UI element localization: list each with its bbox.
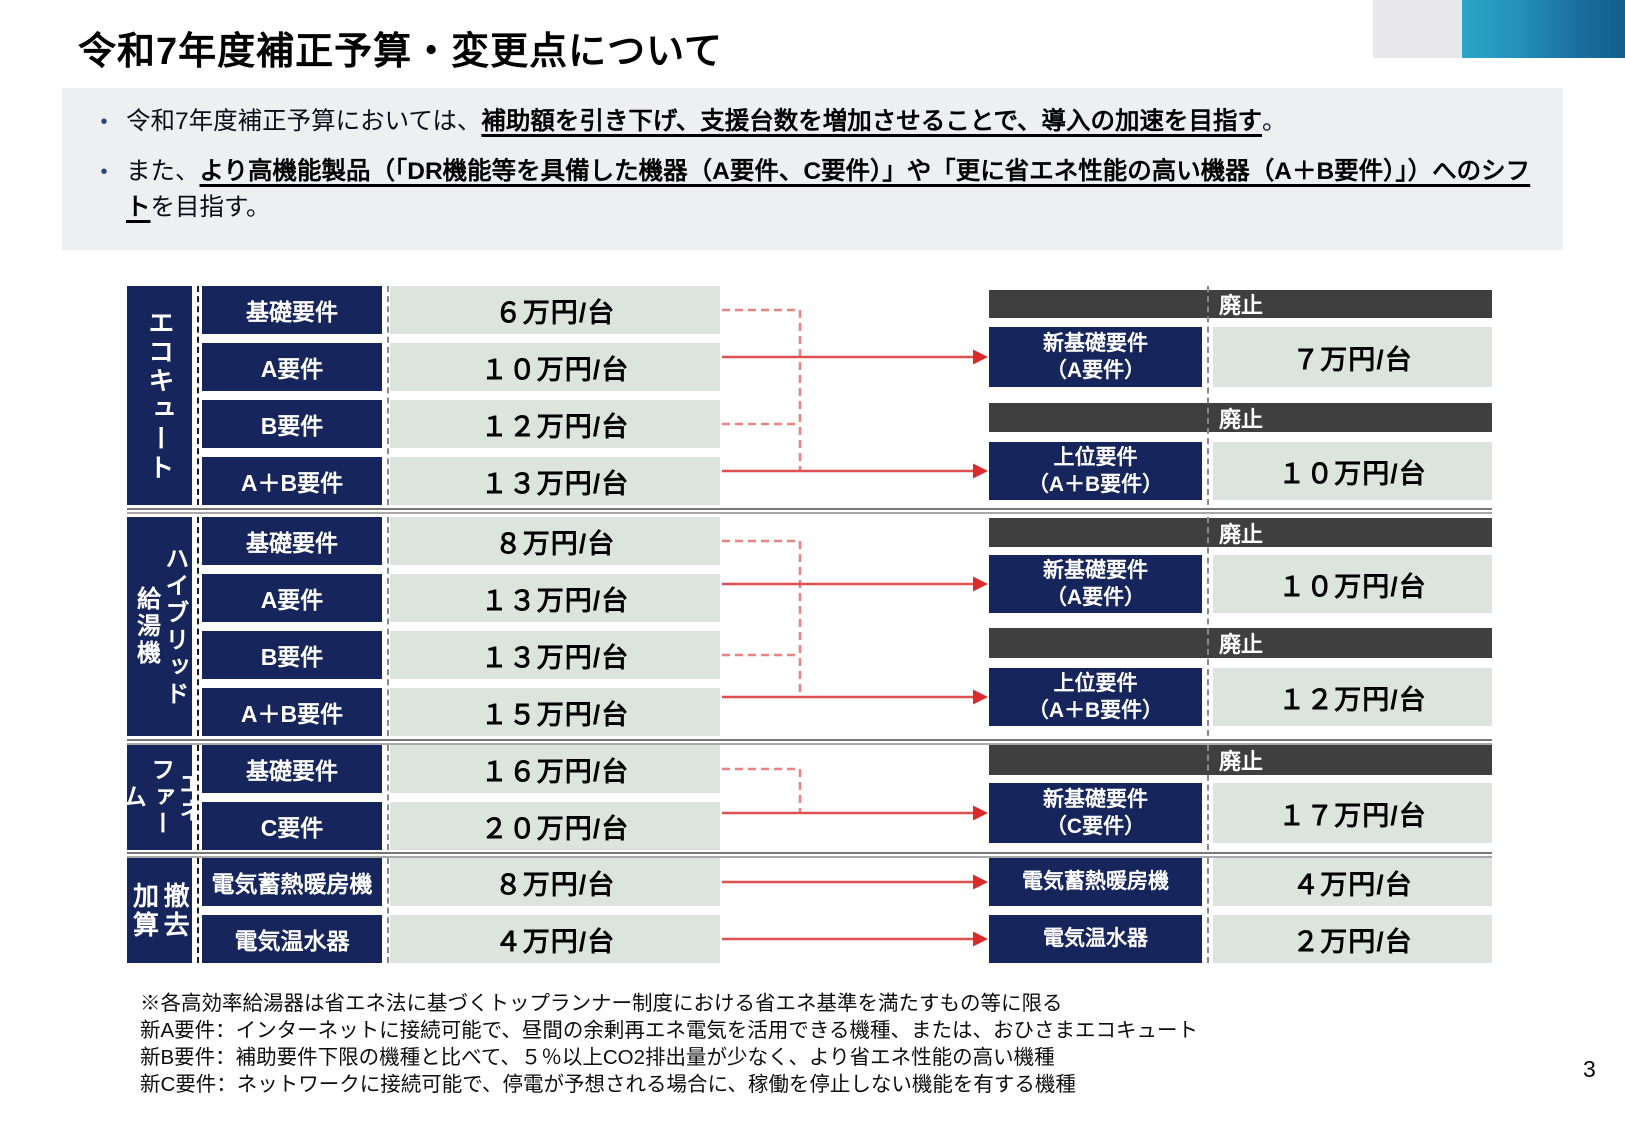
abolished-bar: 廃止 bbox=[989, 745, 1492, 775]
abolished-bar: 廃止 bbox=[989, 290, 1492, 318]
dashed-separator bbox=[197, 858, 199, 963]
section-divider bbox=[127, 852, 1492, 858]
subsidy-amount-cell: ６万円/台 bbox=[390, 286, 720, 334]
comparison-board: エコキュート 基礎要件 ６万円/台 A要件 １０万円/台 B要件 １２万円/台 A＋B要件 １３… bbox=[118, 286, 1492, 963]
emphasized-text: 補助額を引き下げ、支援台数を増加させることで、導入の加速を目指す bbox=[481, 108, 1262, 135]
requirement-cell: B要件 bbox=[202, 631, 382, 679]
dashed-separator bbox=[197, 517, 199, 736]
dashed-separator bbox=[387, 858, 389, 963]
new-requirement-cell: 電気蓄熱暖房機 bbox=[989, 858, 1202, 906]
footnote-line: 新A要件：インターネットに接続可能で、昼間の余剰再エネ電気を活用できる機種、また… bbox=[140, 1019, 1198, 1042]
subsidy-amount-cell: １０万円/台 bbox=[390, 343, 720, 391]
dashed-separator bbox=[1207, 745, 1209, 850]
footnotes: ※各高効率給湯器は省エネ法に基づくトップランナー制度における省エネ基準を満たすも… bbox=[140, 990, 1198, 1098]
requirement-cell: C要件 bbox=[202, 802, 382, 850]
new-requirement-cell: 新基礎要件 （C要件） bbox=[989, 783, 1202, 843]
abolished-bar: 廃止 bbox=[989, 628, 1492, 658]
bullet-item: • また、より高機能製品（「DR機能等を具備した機器（A要件、C要件）」や「更に… bbox=[82, 154, 1537, 226]
new-subsidy-amount-cell: ２万円/台 bbox=[1213, 915, 1492, 963]
requirement-cell: B要件 bbox=[202, 400, 382, 448]
footnote-line: 新B要件：補助要件下限の機種と比べて、５％以上CO2排出量が少なく、より省エネ性… bbox=[140, 1046, 1055, 1069]
bullet-text: また、より高機能製品（「DR機能等を具備した機器（A要件、C要件）」や「更に省エ… bbox=[126, 154, 1537, 226]
bullet-item: • 令和7年度補正予算においては、補助額を引き下げ、支援台数を増加させることで、… bbox=[82, 104, 1537, 140]
new-subsidy-amount-cell: １７万円/台 bbox=[1213, 783, 1492, 843]
page-title: 令和7年度補正予算・変更点について bbox=[78, 31, 723, 73]
abolished-bar: 廃止 bbox=[989, 518, 1492, 547]
footnote-line: 新C要件：ネットワークに接続可能で、停電が予想される場合に、稼働を停止しない機能… bbox=[140, 1073, 1076, 1096]
new-requirement-cell: 新基礎要件 （A要件） bbox=[989, 327, 1202, 387]
header-decoration-teal bbox=[1462, 0, 1625, 58]
requirement-cell: A要件 bbox=[202, 574, 382, 622]
subsidy-amount-cell: ２０万円/台 bbox=[390, 802, 720, 850]
requirement-cell: A＋B要件 bbox=[202, 688, 382, 736]
section-divider bbox=[127, 739, 1492, 745]
dashed-separator bbox=[1207, 517, 1209, 736]
dashed-separator bbox=[197, 286, 199, 505]
section-divider bbox=[127, 508, 1492, 514]
emphasized-text: より高機能製品（「DR機能等を具備した機器（A要件、C要件）」や「更に省エネ性能… bbox=[126, 158, 1531, 221]
dashed-separator bbox=[387, 745, 389, 850]
requirement-cell: 電気蓄熱暖房機 bbox=[202, 858, 382, 906]
new-subsidy-amount-cell: １０万円/台 bbox=[1213, 555, 1492, 613]
bullet-icon: • bbox=[100, 111, 108, 133]
requirement-cell: A要件 bbox=[202, 343, 382, 391]
dashed-separator bbox=[197, 745, 199, 850]
category-label: エネ ファーム bbox=[118, 745, 202, 850]
intro-panel: • 令和7年度補正予算においては、補助額を引き下げ、支援台数を増加させることで、… bbox=[62, 88, 1563, 250]
subsidy-amount-cell: ４万円/台 bbox=[390, 915, 720, 963]
footnote-line: ※各高効率給湯器は省エネ法に基づくトップランナー制度における省エネ基準を満たすも… bbox=[140, 992, 1063, 1015]
subsidy-amount-cell: １６万円/台 bbox=[390, 745, 720, 793]
new-requirement-cell: 上位要件 （A＋B要件） bbox=[989, 668, 1202, 726]
dashed-separator bbox=[387, 517, 389, 736]
subsidy-amount-cell: １２万円/台 bbox=[390, 400, 720, 448]
requirement-cell: 電気温水器 bbox=[202, 915, 382, 963]
subsidy-amount-cell: ８万円/台 bbox=[390, 517, 720, 565]
plain-text: 令和7年度補正予算においては、 bbox=[126, 108, 482, 135]
new-subsidy-amount-cell: ４万円/台 bbox=[1213, 858, 1492, 906]
new-subsidy-amount-cell: １２万円/台 bbox=[1213, 668, 1492, 726]
new-subsidy-amount-cell: ７万円/台 bbox=[1213, 327, 1492, 387]
category-label: ハイブリッド 給湯機 bbox=[127, 517, 192, 736]
abolished-bar: 廃止 bbox=[989, 403, 1492, 432]
subsidy-amount-cell: １３万円/台 bbox=[390, 631, 720, 679]
subsidy-amount-cell: １３万円/台 bbox=[390, 457, 720, 505]
plain-text: 。 bbox=[1261, 108, 1287, 135]
bullet-icon: • bbox=[100, 161, 108, 183]
plain-text: を目指す。 bbox=[150, 194, 271, 221]
subsidy-amount-cell: １５万円/台 bbox=[390, 688, 720, 736]
new-requirement-cell: 上位要件 （A＋B要件） bbox=[989, 442, 1202, 500]
subsidy-amount-cell: ８万円/台 bbox=[390, 858, 720, 906]
dashed-separator bbox=[1207, 286, 1209, 505]
requirement-cell: A＋B要件 bbox=[202, 457, 382, 505]
subsidy-amount-cell: １３万円/台 bbox=[390, 574, 720, 622]
plain-text: また、 bbox=[126, 158, 200, 185]
new-requirement-cell: 電気温水器 bbox=[989, 915, 1202, 963]
header-decoration-gray bbox=[1373, 0, 1462, 58]
dashed-separator bbox=[1207, 858, 1209, 963]
new-subsidy-amount-cell: １０万円/台 bbox=[1213, 442, 1492, 500]
category-label: エコキュート bbox=[127, 286, 192, 505]
bullet-text: 令和7年度補正予算においては、補助額を引き下げ、支援台数を増加させることで、導入… bbox=[126, 104, 1286, 140]
requirement-cell: 基礎要件 bbox=[202, 745, 382, 793]
requirement-cell: 基礎要件 bbox=[202, 517, 382, 565]
category-label: 撤去 加算 bbox=[127, 858, 192, 963]
new-requirement-cell: 新基礎要件 （A要件） bbox=[989, 555, 1202, 613]
page-number: 3 bbox=[1583, 1056, 1596, 1082]
dashed-separator bbox=[387, 286, 389, 505]
requirement-cell: 基礎要件 bbox=[202, 286, 382, 334]
